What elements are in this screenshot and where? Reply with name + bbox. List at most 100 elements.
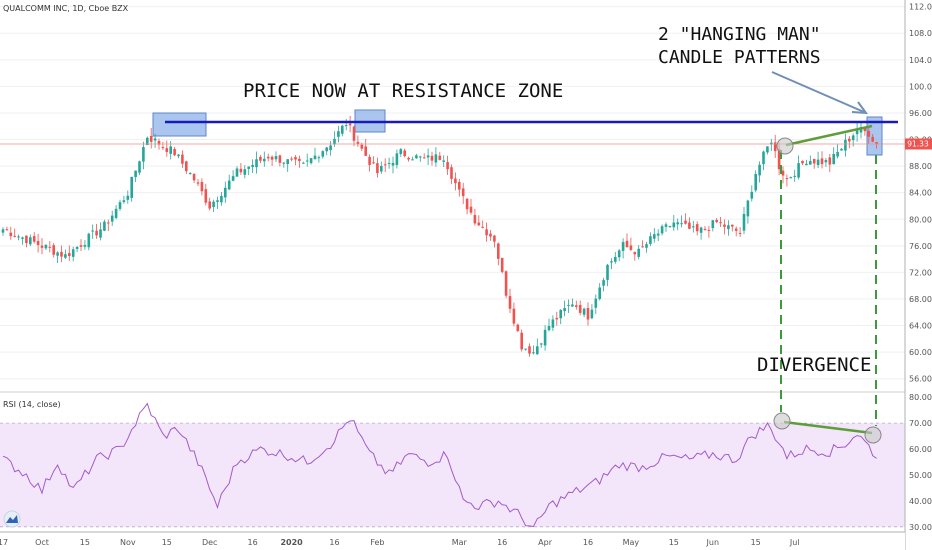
candle [610, 258, 613, 270]
candle [703, 226, 707, 231]
candle [820, 151, 824, 169]
candle [766, 146, 769, 155]
candle [118, 199, 122, 211]
price-tick-label: 88.00 [909, 162, 932, 171]
candle [298, 155, 301, 168]
rsi-high-circle-2 [864, 426, 882, 444]
candle [680, 215, 683, 228]
x-tick-label: 15 [751, 538, 761, 547]
candle [477, 215, 481, 227]
annotation-hanging-man-2: CANDLE PATTERNS [658, 47, 821, 68]
candle [364, 138, 367, 156]
candle [668, 225, 672, 228]
rsi-title[interactable]: RSI (14, close) [3, 400, 61, 409]
candle [181, 150, 184, 168]
candle [1, 227, 5, 236]
candle [383, 158, 387, 172]
rsi-tick-label: 30.00 [909, 523, 932, 532]
candle [87, 232, 91, 251]
price-tick-label: 64.00 [909, 322, 932, 331]
rsi-high-circle-1 [773, 412, 791, 430]
candle [461, 182, 465, 204]
candle [504, 270, 508, 299]
candle [707, 225, 711, 238]
candle [9, 226, 13, 240]
candle [465, 197, 469, 215]
candle [524, 348, 527, 351]
candle [177, 154, 180, 159]
symbol-title[interactable]: QUALCOMM INC, 1D, Cboe BZX [3, 4, 129, 13]
candle [95, 223, 98, 239]
candle [532, 345, 535, 355]
candle [239, 162, 243, 175]
candle [387, 157, 391, 169]
rsi-trend-line [783, 420, 873, 435]
candle [107, 219, 110, 232]
candle [212, 199, 215, 212]
candle [399, 147, 403, 157]
candle [243, 165, 247, 179]
candle [567, 299, 570, 313]
candle [454, 172, 457, 191]
candle [337, 125, 340, 143]
candle [594, 294, 598, 315]
candle [867, 126, 871, 144]
candle [419, 155, 422, 162]
candle [5, 226, 9, 231]
x-axis-bg[interactable] [0, 532, 905, 550]
candle [317, 155, 321, 163]
price-tick-label: 96.00 [909, 109, 932, 118]
tradingview-logo-icon[interactable] [3, 510, 21, 528]
candle [79, 239, 83, 252]
candle [536, 338, 539, 355]
x-tick-label: Jul [789, 538, 800, 547]
candle [664, 222, 668, 232]
candle [692, 220, 695, 233]
candle [590, 304, 594, 320]
candle [481, 220, 484, 229]
candle [520, 329, 523, 352]
candle [48, 241, 52, 253]
candle [44, 244, 48, 250]
candle [859, 121, 863, 139]
candle [227, 174, 231, 191]
candle [161, 141, 165, 151]
candle [185, 160, 188, 175]
x-tick-label: 16 [497, 538, 507, 547]
candle [251, 159, 254, 174]
rsi-tick-label: 50.00 [909, 471, 932, 480]
x-tick-label: Feb [370, 538, 384, 547]
candle [602, 277, 605, 292]
rsi-tick-label: 80.00 [909, 393, 932, 402]
candle [64, 249, 67, 259]
right-axis-bg[interactable] [905, 0, 932, 550]
candle [286, 159, 289, 172]
candle [216, 196, 219, 209]
candle [781, 166, 785, 184]
candle [391, 156, 395, 174]
candle [130, 176, 133, 202]
candle [263, 151, 266, 167]
candle [266, 153, 270, 162]
candle [434, 147, 438, 167]
candle [555, 311, 559, 326]
candle [356, 135, 360, 147]
candle [824, 157, 828, 168]
candle [305, 153, 309, 167]
candle [430, 151, 434, 166]
rsi-tick-label: 60.00 [909, 445, 932, 454]
candle [828, 153, 832, 173]
candle [224, 181, 227, 203]
candle [110, 210, 114, 226]
rsi-tick-label: 40.00 [909, 497, 932, 506]
price-y-ticks: 56.00 60.00 64.00 68.00 72.00 76.00 80.00 84.00… [909, 3, 932, 384]
candle [99, 222, 102, 241]
candle [598, 283, 601, 301]
candle [83, 240, 87, 250]
x-tick-label: Oct [35, 538, 49, 547]
candle [750, 185, 754, 202]
candle [715, 217, 718, 224]
candle [32, 232, 36, 244]
candle [321, 150, 325, 159]
